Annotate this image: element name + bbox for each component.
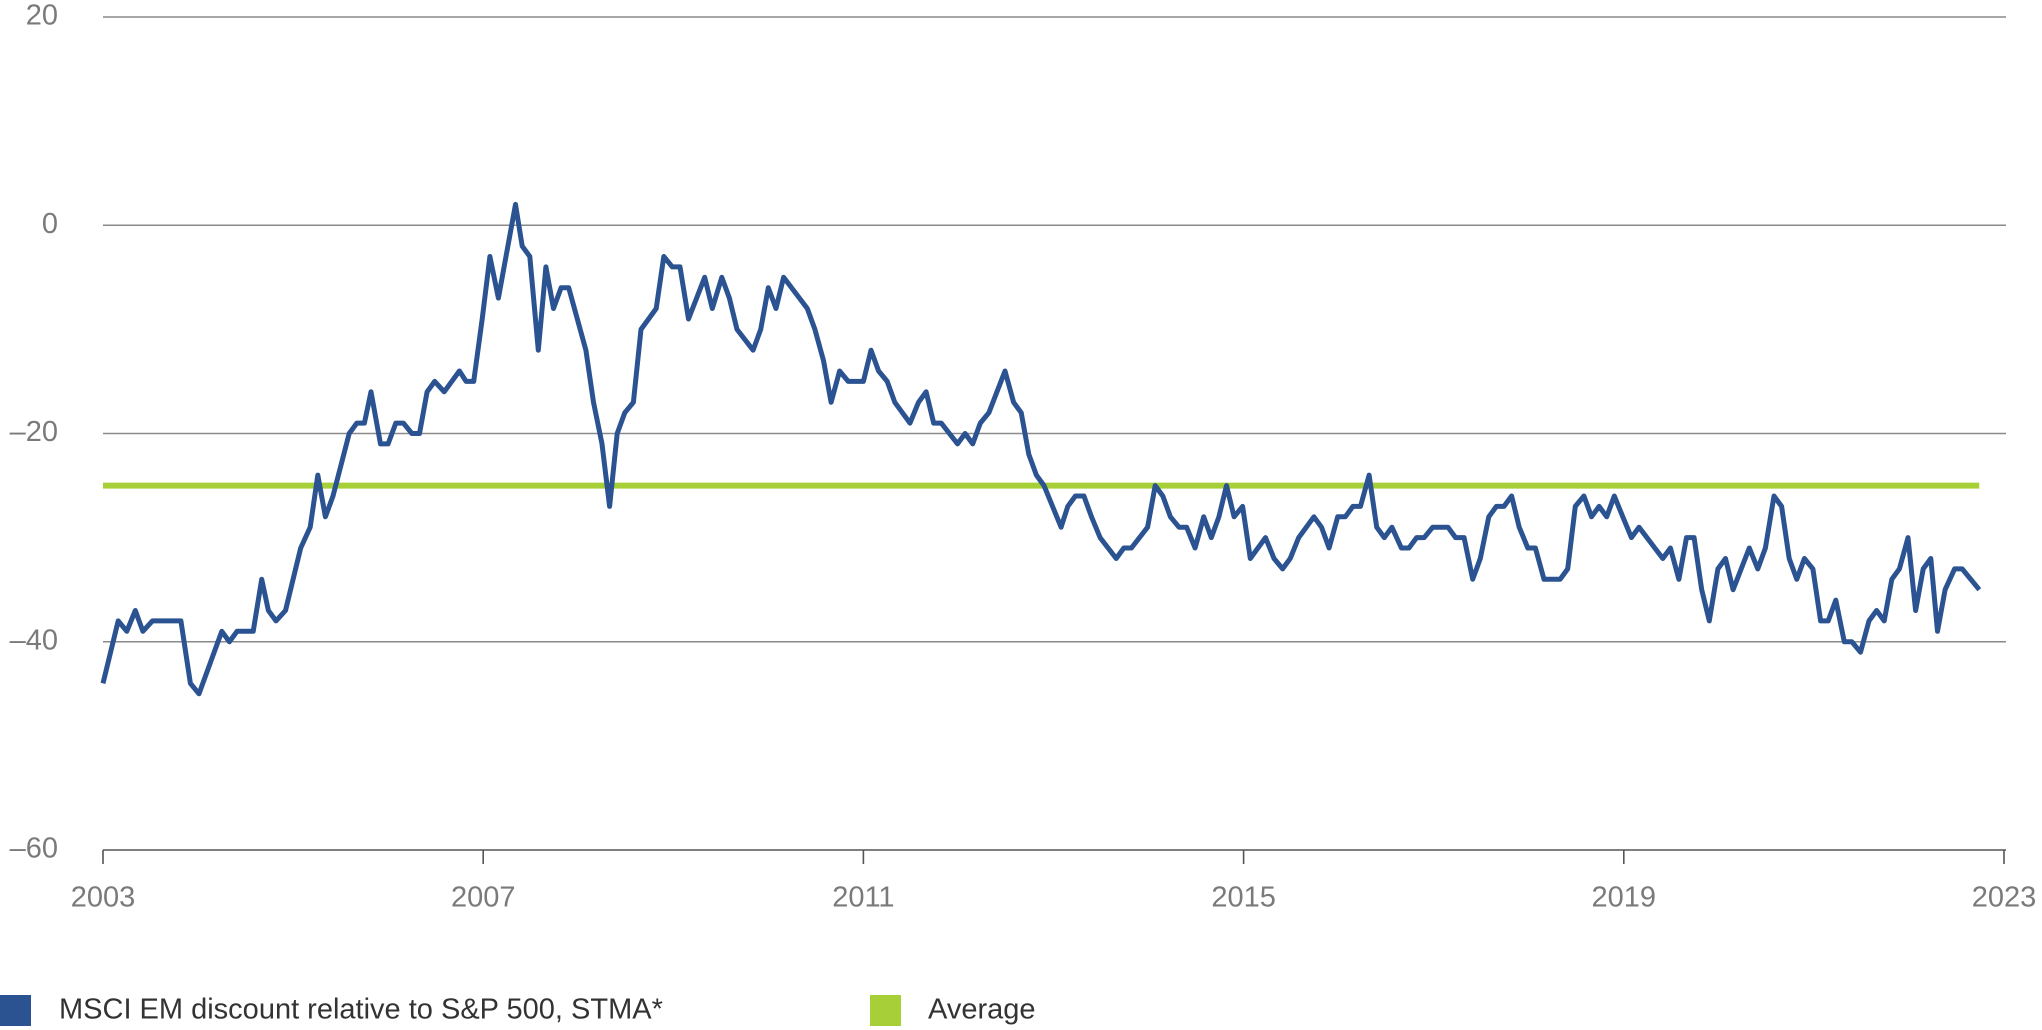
legend-label: Average	[928, 994, 1036, 1026]
y-tick-label: –40	[10, 624, 58, 656]
legend-swatch	[870, 995, 901, 1026]
x-tick-label: 2003	[71, 882, 136, 914]
x-tick-label: 2007	[451, 882, 516, 914]
data-line	[100, 201, 1982, 697]
y-tick-label: –60	[10, 833, 58, 865]
y-tick-label: –20	[10, 416, 58, 448]
y-tick-label: 20	[26, 0, 58, 32]
y-tick-label: 0	[42, 208, 58, 240]
x-tick-label: 2011	[832, 882, 894, 914]
x-tick-label: 2023	[1972, 882, 2037, 914]
legend: MSCI EM discount relative to S&P 500, ST…	[0, 994, 1036, 1026]
legend-swatch	[0, 995, 31, 1026]
legend-label: MSCI EM discount relative to S&P 500, ST…	[59, 994, 663, 1026]
x-tick-label: 2015	[1211, 882, 1276, 914]
x-tick-label: 2019	[1592, 882, 1657, 914]
